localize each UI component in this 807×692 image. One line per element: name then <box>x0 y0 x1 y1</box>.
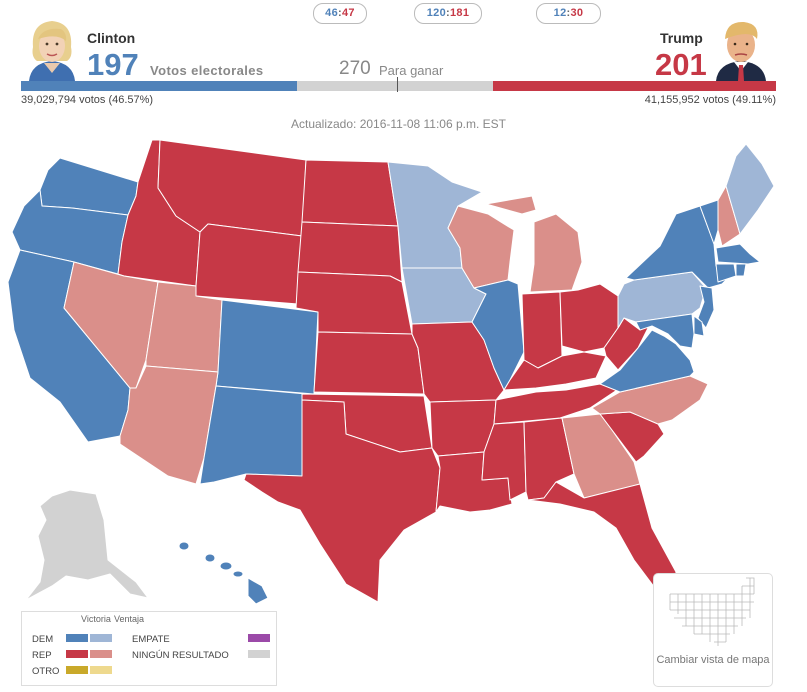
trump-electoral-votes: 201 <box>655 47 707 82</box>
electoral-bar-undecided <box>297 81 493 91</box>
pill-dem-count: 120 <box>426 7 447 19</box>
state-rhode-island[interactable] <box>735 263 747 277</box>
house-count-pill[interactable]: 120:181 <box>414 3 482 24</box>
state-indiana[interactable] <box>521 291 563 369</box>
pill-rep-count: 30 <box>570 7 584 19</box>
legend-lead-header: Ventaja <box>114 614 145 624</box>
governor-count-pill[interactable]: 12:30 <box>536 3 601 24</box>
state-arizona[interactable] <box>119 365 219 485</box>
trump-avatar <box>710 13 772 81</box>
change-map-view-label: Cambiar vista de mapa <box>656 654 770 666</box>
legend-tie-swatch <box>248 634 270 642</box>
change-map-view-button[interactable]: Cambiar vista de mapa <box>653 573 773 687</box>
clinton-electoral-votes: 197 <box>87 47 139 82</box>
legend-other-lead-swatch <box>90 666 112 674</box>
pill-dem-count: 46 <box>325 7 339 19</box>
legend-rep-lead-swatch <box>90 650 112 658</box>
state-nevada[interactable] <box>63 261 159 389</box>
state-michigan[interactable] <box>485 195 583 293</box>
to-win-number: 270 <box>339 58 371 79</box>
to-win-label: Para ganar <box>379 63 444 78</box>
win-threshold-marker <box>397 77 398 92</box>
clinton-avatar <box>21 13 83 81</box>
trump-name: Trump <box>660 30 703 46</box>
state-new-jersey[interactable] <box>697 285 715 329</box>
state-kentucky[interactable] <box>503 351 607 391</box>
legend-rep-label: REP <box>32 650 52 661</box>
state-alaska[interactable] <box>25 489 149 601</box>
electoral-bar-rep <box>493 81 776 91</box>
legend-tie-label: EMPATE <box>132 634 170 645</box>
clinton-name: Clinton <box>87 30 136 46</box>
legend-other-win-swatch <box>66 666 88 674</box>
legend-rep-win-swatch <box>66 650 88 658</box>
state-delaware[interactable] <box>693 315 705 337</box>
state-new-hampshire[interactable] <box>717 185 741 247</box>
state-hawaii[interactable] <box>178 541 269 605</box>
legend-other-label: OTRO <box>32 666 60 677</box>
updated-timestamp: Actualizado: 2016-11-08 11:06 p.m. EST <box>290 117 506 131</box>
state-north-dakota[interactable] <box>301 159 399 227</box>
legend-dem-win-swatch <box>66 634 88 642</box>
electoral-votes-label: Votos electorales <box>150 63 264 78</box>
pill-dem-count: 12 <box>553 7 567 19</box>
map-legend: Victoria Ventaja DEM REP OTRO EMPATE NIN… <box>21 611 277 686</box>
trump-popular-vote: 41,155,952 votos (49.11%) <box>644 94 776 106</box>
state-maryland[interactable] <box>635 313 695 349</box>
pill-rep-count: 47 <box>341 7 355 19</box>
legend-victory-header: Victoria <box>81 614 111 624</box>
state-maine[interactable] <box>725 143 775 235</box>
senate-count-pill[interactable]: 46:47 <box>313 3 367 24</box>
legend-dem-label: DEM <box>32 634 54 645</box>
state-massachusetts[interactable] <box>715 243 761 265</box>
state-connecticut[interactable] <box>715 263 737 283</box>
legend-no-result-swatch <box>248 650 270 658</box>
state-new-mexico[interactable] <box>199 385 307 485</box>
state-pennsylvania[interactable] <box>617 271 707 329</box>
state-texas[interactable] <box>243 399 441 603</box>
state-colorado[interactable] <box>215 299 319 395</box>
pill-rep-count: 181 <box>449 7 470 19</box>
legend-no-result-label: NINGÚN RESULTADO <box>132 650 229 661</box>
clinton-popular-vote: 39,029,794 votos (46.57%) <box>21 94 154 106</box>
tile-map-icon <box>669 577 755 646</box>
electoral-bar-dem <box>21 81 297 91</box>
legend-dem-lead-swatch <box>90 634 112 642</box>
state-virginia[interactable] <box>599 329 695 393</box>
state-kansas[interactable] <box>313 331 425 395</box>
state-wyoming[interactable] <box>195 223 303 305</box>
